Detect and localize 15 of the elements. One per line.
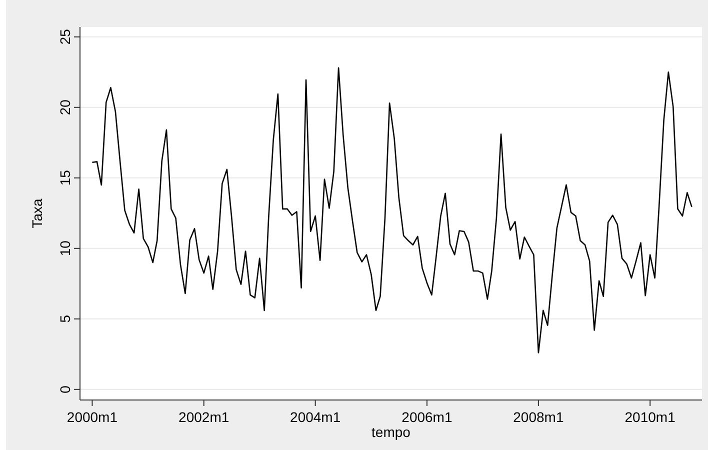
x-axis-title: tempo [372,424,411,440]
y-axis-title: Taxa [29,198,45,228]
y-tick-label: 15 [57,170,73,186]
x-tick-label: 2002m1 [178,409,230,425]
y-tick-label: 20 [57,99,73,116]
line-series [92,67,692,354]
y-tick-label: 10 [57,240,73,256]
x-tick-label: 2008m1 [513,409,564,425]
x-tick-label: 2006m1 [402,409,452,425]
x-tick-label: 2010m1 [624,409,676,425]
y-tick-label: 0 [57,385,73,394]
y-tick-label: 25 [57,28,73,45]
x-tick-label: 2004m1 [290,409,341,425]
x-tick-label: 2000m1 [66,409,118,425]
y-tick-label: 5 [57,314,73,323]
